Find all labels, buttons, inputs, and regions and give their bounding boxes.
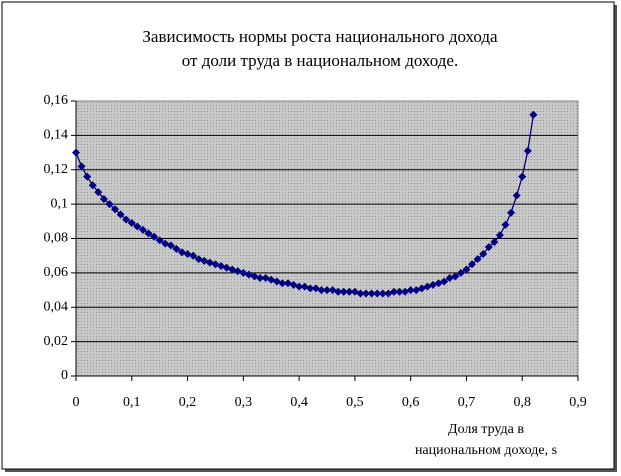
data-point [88, 181, 97, 190]
y-tick-label: 0 [61, 368, 68, 383]
data-point [94, 188, 103, 197]
data-point [150, 232, 159, 241]
data-point [495, 231, 504, 240]
data-point [295, 282, 304, 291]
data-point [373, 289, 382, 298]
data-point [83, 172, 92, 181]
data-point [334, 287, 343, 296]
y-tick-label: 0,16 [44, 93, 69, 108]
data-point [456, 268, 465, 277]
data-point [155, 236, 164, 245]
data-point [172, 244, 181, 253]
y-tick-label: 0,02 [44, 334, 69, 349]
x-tick-label: 0,1 [123, 395, 141, 410]
data-point [523, 146, 532, 155]
data-point [72, 148, 80, 157]
data-point [138, 225, 147, 234]
data-point [144, 229, 153, 238]
data-point [77, 162, 86, 171]
data-point [256, 274, 265, 283]
data-point [378, 289, 387, 298]
y-tick-label: 0,1 [51, 196, 69, 211]
x-tick-label: 0,2 [179, 395, 197, 410]
data-point [451, 272, 460, 281]
x-tick-label: 0 [73, 395, 80, 410]
data-point [395, 287, 404, 296]
data-point [133, 222, 142, 231]
data-point [105, 200, 114, 209]
data-point [406, 286, 415, 295]
x-tick-label: 0,9 [569, 395, 587, 410]
data-point [468, 260, 477, 269]
x-tick-label: 0,7 [458, 395, 476, 410]
x-tick-label: 0,5 [346, 395, 364, 410]
x-tick-label: 0,6 [402, 395, 420, 410]
x-axis-label: национальном доходе, s [415, 443, 557, 458]
data-point [490, 237, 499, 246]
data-point [317, 286, 326, 295]
x-axis-label: Доля труда в [448, 422, 524, 437]
x-tick-label: 0,3 [235, 395, 253, 410]
data-point [323, 286, 331, 295]
x-tick-label: 0,8 [513, 395, 531, 410]
data-point [362, 289, 371, 298]
y-tick-label: 0,14 [44, 128, 69, 143]
chart-title: Зависимость нормы роста национального до… [142, 27, 498, 46]
data-point [356, 289, 365, 298]
y-tick-label: 0,04 [44, 299, 69, 314]
data-point [484, 243, 493, 252]
x-tick-label: 0,4 [290, 395, 308, 410]
data-point [389, 287, 398, 296]
data-point [166, 241, 175, 250]
data-point [529, 110, 538, 119]
data-point [111, 205, 120, 214]
data-point [278, 279, 287, 288]
data-point [306, 284, 315, 293]
data-point [345, 287, 354, 296]
data-point [127, 219, 136, 228]
chart-title: от доли труда в национальном доходе. [182, 51, 458, 70]
data-point [501, 220, 510, 229]
data-point [507, 208, 516, 217]
data-point [99, 194, 108, 203]
y-tick-label: 0,06 [44, 265, 69, 280]
data-point [339, 287, 348, 296]
data-point [367, 289, 376, 298]
data-point [512, 191, 521, 200]
data-point [479, 249, 488, 258]
y-tick-label: 0,08 [44, 231, 69, 246]
y-tick-label: 0,12 [44, 162, 69, 177]
data-point [440, 277, 449, 286]
data-point [518, 172, 527, 181]
data-point [122, 215, 131, 224]
data-point [189, 251, 198, 260]
data-point [116, 210, 125, 219]
data-point [473, 255, 482, 264]
data-point [462, 265, 471, 274]
